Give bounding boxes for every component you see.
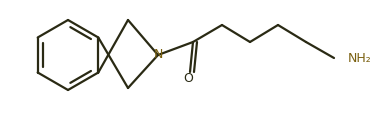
Text: O: O	[183, 72, 193, 86]
Text: N: N	[153, 48, 163, 61]
Text: NH₂: NH₂	[348, 51, 372, 65]
